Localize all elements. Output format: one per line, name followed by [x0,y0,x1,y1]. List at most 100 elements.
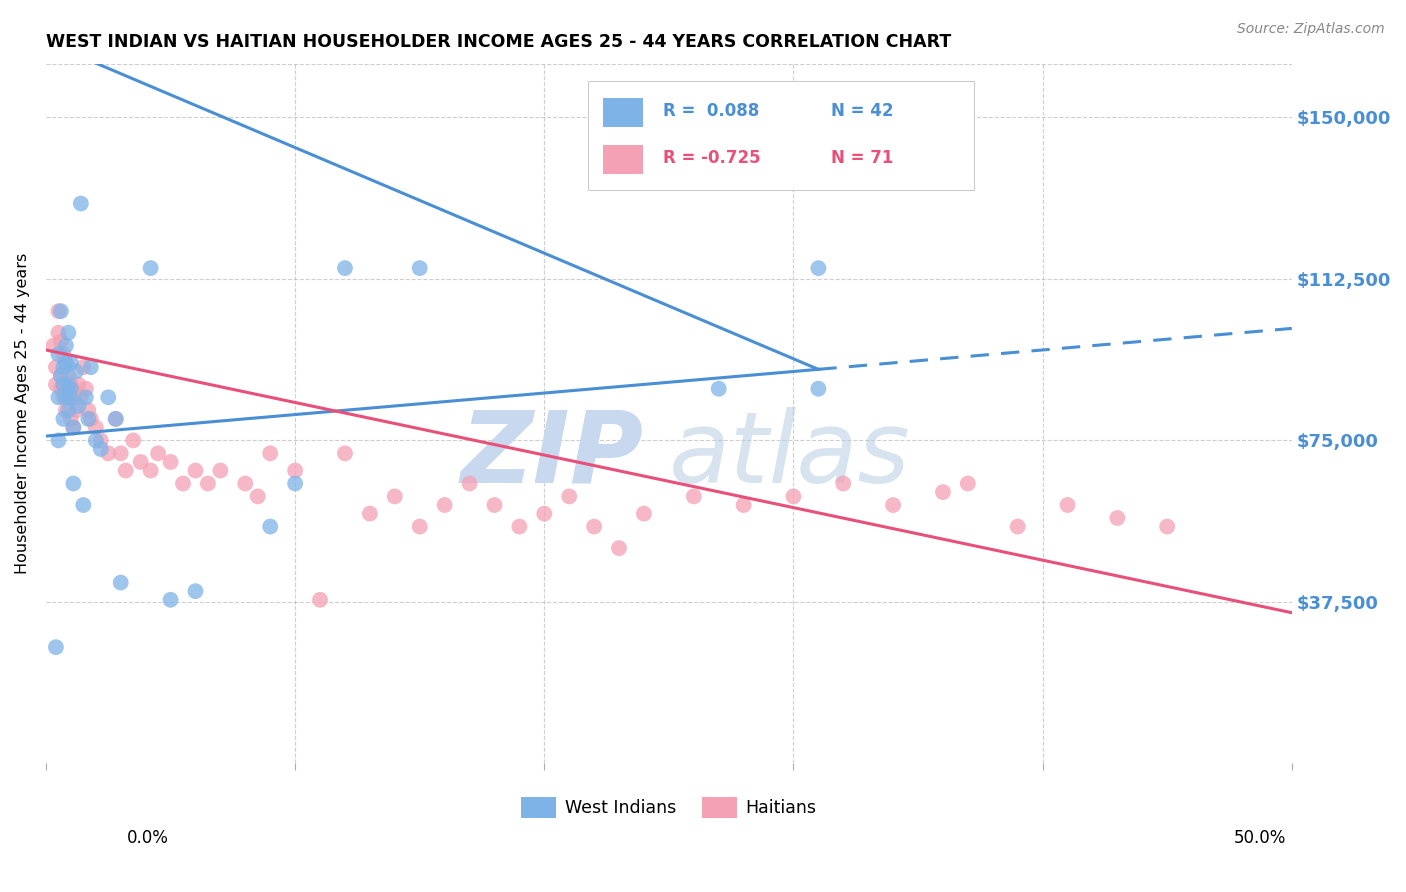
Point [110,446,132,460]
Point [682,490,704,504]
Point [45,360,67,375]
Point [52,390,75,404]
Point [55,403,77,417]
Point [49,382,72,396]
Point [159,592,181,607]
Point [72,498,94,512]
FancyBboxPatch shape [603,98,643,128]
Point [75,390,97,404]
Point [48,326,70,340]
Point [49,368,72,383]
Text: R =  0.088: R = 0.088 [662,102,759,120]
Point [333,261,356,276]
Point [55,377,77,392]
Point [52,360,75,375]
Point [58,377,80,392]
Point [70,390,93,404]
Point [42,338,65,352]
Point [1156,519,1178,533]
Point [104,412,127,426]
Point [67,377,90,392]
Point [58,326,80,340]
Point [484,498,506,512]
Point [52,377,75,392]
Point [333,446,356,460]
Point [359,507,381,521]
Point [184,464,207,478]
Point [259,446,281,460]
Point [807,382,830,396]
Point [80,360,103,375]
Point [49,304,72,318]
Text: R = -0.725: R = -0.725 [662,149,761,167]
Point [458,476,481,491]
Point [48,347,70,361]
Point [433,498,456,512]
Point [104,412,127,426]
Point [59,390,82,404]
Point [807,261,830,276]
Point [59,412,82,426]
Point [72,360,94,375]
Point [67,399,90,413]
Point [77,403,100,417]
FancyBboxPatch shape [588,81,974,189]
Point [48,390,70,404]
Point [84,420,107,434]
Point [209,464,232,478]
Point [70,196,93,211]
Point [184,584,207,599]
Point [139,261,162,276]
Point [65,364,87,378]
Point [1107,511,1129,525]
Point [882,498,904,512]
Point [52,412,75,426]
Point [782,490,804,504]
Point [583,519,606,533]
Point [48,304,70,318]
Point [62,476,84,491]
Point [49,334,72,349]
Point [62,420,84,434]
Point [55,356,77,370]
Point [707,382,730,396]
Point [59,377,82,392]
Text: ZIP: ZIP [461,407,644,504]
Point [62,420,84,434]
Point [90,434,112,448]
Point [197,476,219,491]
Point [172,476,194,491]
Point [533,507,555,521]
Point [122,434,145,448]
Point [1007,519,1029,533]
Point [52,377,75,392]
Point [65,403,87,417]
Point [259,519,281,533]
Text: 0.0%: 0.0% [127,829,169,847]
Point [409,519,432,533]
Point [733,498,755,512]
Point [55,338,77,352]
Point [90,442,112,456]
Point [49,368,72,383]
Point [384,490,406,504]
Point [146,446,169,460]
Point [607,541,630,555]
Text: atlas: atlas [669,407,911,504]
Point [80,412,103,426]
Point [159,455,181,469]
Point [58,403,80,417]
Point [97,390,120,404]
Point [97,446,120,460]
Text: N = 42: N = 42 [831,102,893,120]
Text: Source: ZipAtlas.com: Source: ZipAtlas.com [1237,22,1385,37]
Point [309,592,332,607]
Point [956,476,979,491]
Point [55,356,77,370]
Point [246,490,269,504]
Point [58,390,80,404]
Point [77,412,100,426]
Point [284,476,307,491]
Point [59,356,82,370]
Point [1056,498,1078,512]
